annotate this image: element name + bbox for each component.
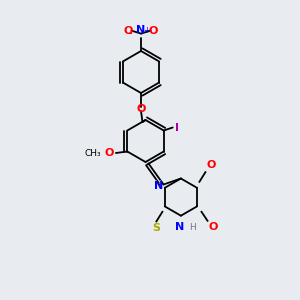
Text: O: O	[208, 222, 218, 232]
Text: N: N	[175, 222, 184, 232]
Text: N: N	[154, 181, 163, 191]
Text: S: S	[152, 223, 160, 233]
Text: -: -	[128, 27, 132, 40]
Text: O: O	[104, 148, 114, 158]
Text: O: O	[206, 160, 215, 170]
Text: H: H	[154, 180, 161, 189]
Text: O: O	[124, 26, 133, 37]
Text: H: H	[189, 223, 196, 232]
Text: I: I	[175, 122, 179, 133]
Text: N: N	[136, 26, 146, 35]
Text: CH₃: CH₃	[84, 148, 101, 158]
Text: O: O	[149, 26, 158, 37]
Text: O: O	[136, 103, 146, 114]
Text: +: +	[143, 26, 150, 35]
